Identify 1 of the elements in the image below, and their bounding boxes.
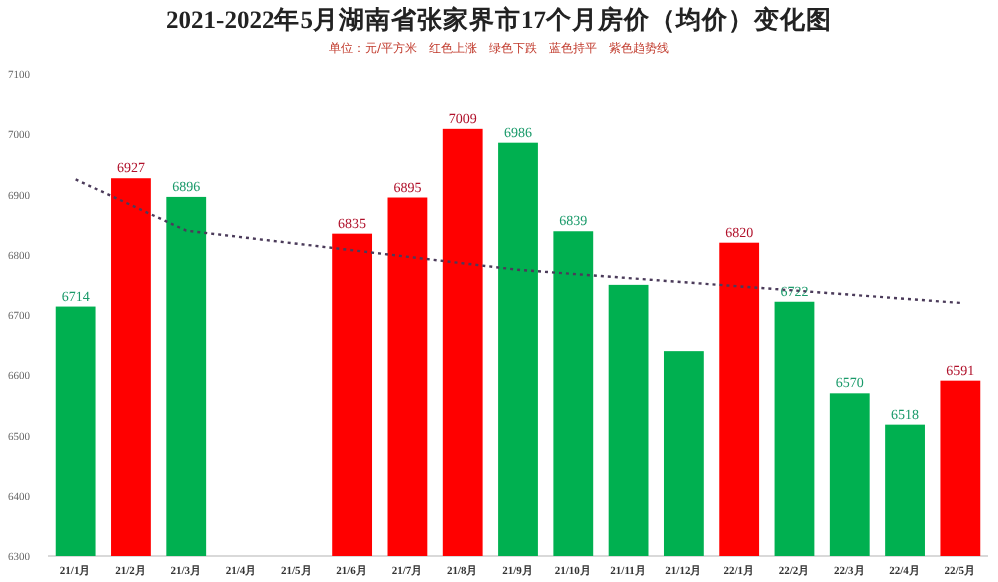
- chart-title: 2021-2022年5月湖南省张家界市17个月房价（均价）变化图: [166, 4, 832, 34]
